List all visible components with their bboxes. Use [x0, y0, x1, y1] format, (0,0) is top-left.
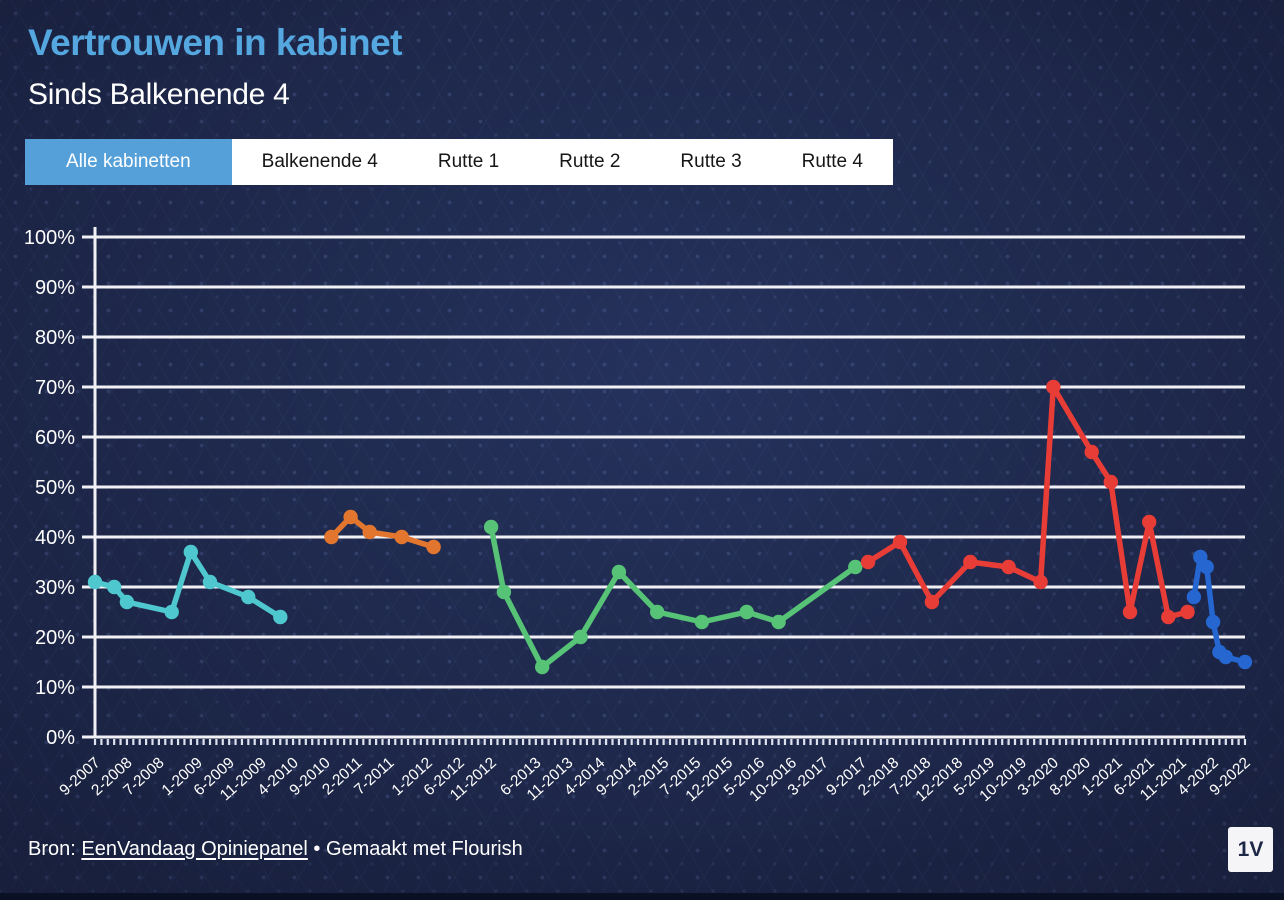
data-point — [426, 539, 441, 555]
series-rutte-2 — [483, 519, 863, 675]
data-point — [362, 524, 377, 540]
x-axis-ticks — [93, 739, 1247, 745]
trust-line-chart: 0% 10% 20% 30% 40% 50% 60% 70% 80% 90% 100% 9-20072… — [24, 227, 1254, 805]
data-point — [324, 529, 339, 545]
data-point — [694, 614, 710, 630]
y-axis-label: 90% — [35, 277, 75, 299]
data-point — [164, 604, 179, 620]
y-axis-label: 20% — [35, 627, 75, 649]
data-point — [343, 509, 358, 525]
y-axis-label: 60% — [35, 427, 75, 449]
data-point — [87, 574, 103, 590]
data-point — [1199, 559, 1214, 575]
source-suffix: • Gemaakt met Flourish — [307, 838, 523, 860]
data-point — [924, 594, 940, 610]
data-point — [1161, 609, 1176, 625]
data-point — [611, 564, 627, 580]
gridlines: 0% 10% 20% 30% 40% 50% 60% 70% 80% 90% 100% — [24, 227, 1245, 749]
data-point — [119, 594, 135, 610]
data-point — [739, 604, 754, 620]
data-point — [1033, 574, 1048, 590]
y-axis-label: 80% — [35, 327, 75, 349]
data-point — [273, 609, 288, 625]
source-prefix: Bron: — [28, 838, 82, 860]
data-point — [183, 544, 198, 560]
eenvandaag-logo-text: 1V — [1237, 837, 1264, 861]
data-point — [1218, 649, 1234, 665]
y-axis-label: 0% — [46, 727, 75, 749]
data-point — [1103, 474, 1119, 490]
data-point — [107, 579, 122, 595]
data-point — [573, 629, 588, 645]
data-point — [1122, 604, 1138, 620]
series-line — [488, 524, 859, 670]
y-axis-label: 70% — [35, 377, 75, 399]
data-point — [1001, 559, 1016, 575]
y-axis-label: 30% — [35, 577, 75, 599]
data-point — [496, 584, 512, 600]
data-point — [771, 614, 786, 630]
data-point — [1084, 444, 1099, 460]
data-point — [202, 574, 218, 590]
y-axis-label: 40% — [35, 527, 75, 549]
series-line — [865, 384, 1191, 620]
data-point — [1186, 589, 1202, 605]
x-axis-labels: 9-20072-20087-20081-20096-200911-20094-2… — [56, 754, 1253, 805]
series-rutte-1 — [324, 509, 441, 555]
data-point — [483, 519, 499, 535]
data-point — [535, 659, 550, 675]
data-point — [394, 529, 409, 545]
data-point — [1142, 514, 1157, 530]
source-credit: Bron: EenVandaag Opiniepanel • Gemaakt m… — [28, 838, 523, 861]
bottom-edge-strip — [0, 893, 1284, 900]
data-point — [650, 604, 665, 620]
data-point — [1237, 654, 1253, 670]
y-axis-label: 50% — [35, 477, 75, 499]
data-point — [1046, 379, 1061, 395]
series-rutte-4 — [1186, 549, 1253, 670]
data-point — [1180, 604, 1195, 620]
y-axis-label: 100% — [24, 227, 75, 249]
data-point — [860, 554, 876, 570]
data-point — [892, 534, 908, 550]
y-axis-label: 10% — [35, 677, 75, 699]
eenvandaag-logo: 1V — [1228, 827, 1273, 872]
data-point — [963, 554, 978, 570]
source-link[interactable]: EenVandaag Opiniepanel — [81, 838, 308, 860]
series-balkenende-4 — [87, 544, 288, 625]
data-point — [848, 559, 863, 575]
data-point — [241, 589, 256, 605]
data-point — [1205, 614, 1221, 630]
